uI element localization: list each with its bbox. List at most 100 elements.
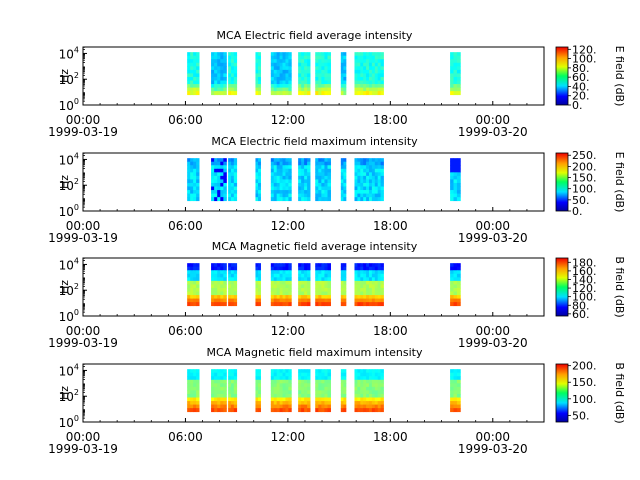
spectrogram-cell: [220, 84, 224, 88]
spectrogram-cell: [298, 172, 302, 177]
spectrogram-cell: [374, 397, 379, 402]
spectrogram-cell: [368, 158, 373, 163]
spectrogram-cell: [368, 390, 373, 395]
spectrogram-cell: [211, 158, 215, 163]
spectrogram-cell: [450, 161, 454, 166]
spectrogram-cell: [368, 369, 373, 374]
spectrogram-cell: [318, 383, 322, 388]
colorbar-tick-label: 150.: [572, 172, 597, 185]
spectrogram-cell: [301, 84, 305, 88]
spectrogram-cell: [273, 73, 278, 78]
spectrogram-cell: [456, 190, 461, 194]
spectrogram-cell: [228, 408, 232, 413]
spectrogram-cell: [321, 277, 325, 282]
spectrogram-cell: [288, 158, 292, 163]
spectrogram: [187, 369, 461, 413]
spectrogram-cell: [318, 287, 322, 292]
spectrogram-cell: [324, 273, 328, 278]
spectrogram-cell: [233, 73, 238, 78]
spectrogram-cell: [343, 284, 347, 289]
spectrogram-cell: [217, 404, 221, 409]
spectrogram-cell: [318, 175, 322, 180]
spectrogram-cell: [380, 266, 384, 271]
spectrogram-cell: [190, 73, 194, 78]
spectrogram-cell: [354, 62, 358, 67]
spectrogram-cell: [368, 66, 373, 71]
spectrogram-cell: [307, 172, 311, 177]
spectrogram-cell: [276, 55, 280, 60]
x-tick-label: 06:00: [168, 113, 203, 127]
spectrogram-cell: [298, 76, 302, 81]
spectrogram-cell: [196, 161, 200, 166]
spectrogram-cell: [217, 52, 221, 57]
spectrogram-cell: [377, 165, 381, 170]
spectrogram-cell: [371, 287, 376, 292]
spectrogram-cell: [273, 383, 278, 388]
spectrogram-cell: [279, 197, 283, 202]
spectrogram-cell: [220, 193, 224, 198]
spectrogram-cell: [230, 383, 235, 388]
spectrogram-cell: [258, 62, 261, 67]
spectrogram-cell: [233, 165, 238, 170]
spectrogram-cell: [301, 91, 305, 96]
spectrogram-cell: [324, 383, 328, 388]
spectrogram-cell: [255, 175, 259, 180]
spectrogram-cell: [380, 52, 384, 57]
spectrogram-cell: [301, 87, 305, 92]
spectrogram-cell: [340, 263, 344, 268]
spectrogram-cell: [276, 390, 280, 395]
spectrogram-cell: [193, 197, 197, 202]
spectrogram-cell: [374, 408, 379, 413]
spectrogram-cell: [321, 193, 325, 198]
y-tick-label: 100: [59, 203, 79, 219]
spectrogram-cell: [318, 277, 322, 282]
spectrogram-cell: [270, 66, 275, 71]
spectrogram-cell: [327, 165, 331, 170]
spectrogram-cell: [255, 182, 259, 187]
spectrogram-cell: [255, 59, 259, 64]
spectrogram-cell: [340, 266, 344, 271]
spectrogram-cell: [307, 369, 311, 374]
x-tick-date: 1999-03-20: [458, 442, 528, 456]
spectrogram-cell: [371, 397, 376, 402]
spectrogram-cell: [366, 266, 370, 271]
spectrogram-cell: [366, 404, 370, 409]
spectrogram-cell: [220, 172, 224, 177]
spectrogram-cell: [363, 379, 367, 384]
spectrogram-cell: [318, 69, 322, 74]
spectrogram-cell: [220, 175, 224, 180]
spectrogram-cell: [298, 393, 302, 398]
spectrogram-cell: [190, 404, 194, 409]
spectrogram-cell: [228, 168, 232, 173]
spectrogram-cell: [298, 383, 302, 388]
spectrogram-cell: [324, 175, 328, 180]
spectrogram-cell: [233, 158, 238, 163]
spectrogram-cell: [357, 172, 361, 177]
spectrogram-cell: [196, 175, 200, 180]
spectrogram-cell: [228, 59, 232, 64]
spectrogram-cell: [380, 393, 384, 398]
spectrogram-cell: [377, 179, 381, 184]
spectrogram-cell: [230, 69, 235, 74]
spectrogram-cell: [196, 393, 200, 398]
spectrogram-cell: [190, 266, 194, 271]
colorbar-tick-label: 140.: [572, 273, 597, 286]
spectrogram-cell: [357, 182, 361, 187]
spectrogram-cell: [360, 298, 364, 303]
spectrogram-cell: [273, 291, 278, 296]
x-tick-date: 1999-03-20: [458, 125, 528, 139]
spectrogram-cell: [343, 369, 347, 374]
spectrogram-cell: [357, 401, 361, 405]
spectrogram-cell: [255, 73, 259, 78]
spectrogram-cell: [228, 295, 232, 299]
x-tick-label: 00:00: [66, 324, 101, 338]
spectrogram-cell: [318, 273, 322, 278]
spectrogram-cell: [223, 273, 227, 278]
spectrogram-cell: [366, 172, 370, 177]
spectrogram-cell: [368, 383, 373, 388]
spectrogram-cell: [301, 182, 305, 187]
spectrogram-cell: [233, 59, 238, 64]
spectrogram-cell: [453, 280, 458, 285]
spectrogram-cell: [307, 91, 311, 96]
spectrogram-cell: [279, 62, 283, 67]
